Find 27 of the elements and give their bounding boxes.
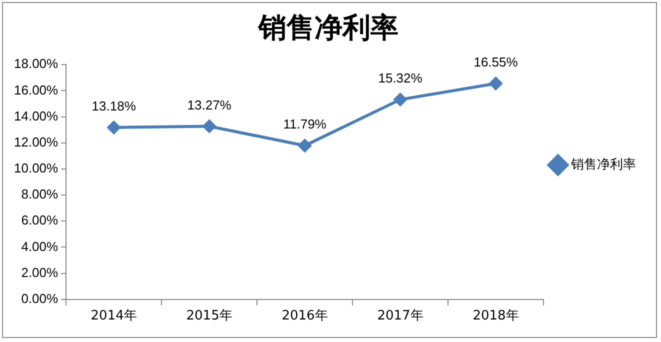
y-tick-label: 6.00% [21,212,59,228]
data-label: 13.18% [92,98,136,114]
y-tick-label: 0.00% [21,290,59,306]
chart-title: 销售净利率 [258,11,398,44]
x-tick-label: 2017年 [377,308,424,324]
y-tick-label: 4.00% [21,238,59,254]
point [202,120,216,133]
legend-label: 销售净利率 [570,156,636,172]
x-tick-label: 2014年 [90,308,137,324]
data-label: 16.55% [474,54,518,70]
y-tick-label: 12.00% [14,134,59,150]
y-tick-label: 18.00% [14,56,59,72]
y-tick-label: 10.00% [14,160,59,176]
y-tick-label: 8.00% [21,186,59,202]
x-tick-label: 2018年 [472,308,519,324]
y-tick-label: 14.00% [14,108,59,124]
x-tick-label: 2016年 [282,308,328,324]
data-label: 15.32% [378,70,423,86]
point [489,77,502,90]
point [107,120,120,134]
y-tick-label: 16.00% [14,82,59,98]
data-label: 13.27% [187,97,232,112]
data-label: 11.79% [283,116,327,132]
x-tick-label: 2015年 [186,308,232,324]
y-tick-label: 2.00% [21,264,59,280]
point [394,93,407,106]
point [298,139,312,152]
